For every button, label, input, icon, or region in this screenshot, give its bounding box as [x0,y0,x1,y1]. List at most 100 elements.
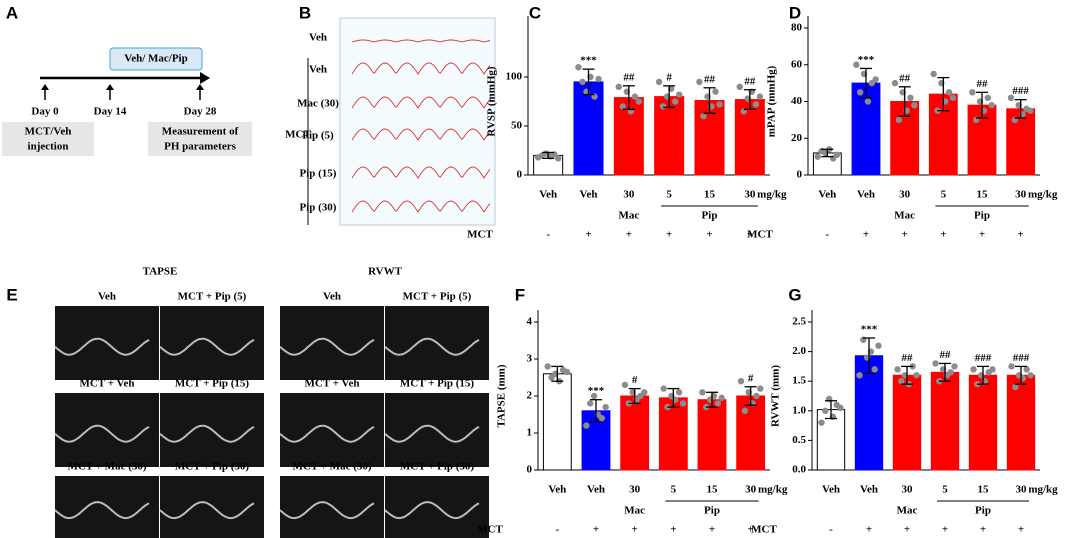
condition-value: + [980,524,986,536]
data-point [814,153,821,160]
y-tick-label: 2.5 [792,316,806,328]
data-point [837,404,844,412]
data-point [716,101,723,108]
echo-wave [54,501,150,520]
echo-wave [279,501,375,520]
x-tick-label: 30 [629,484,641,496]
unit-label: mg/kg [757,189,787,201]
condition-value: + [1018,524,1024,536]
data-point [1012,383,1019,391]
echo-wave [384,337,480,356]
pressure-trace [351,96,491,109]
x-tick-label: 5 [942,484,948,496]
data-point [945,89,953,96]
timeline-arrow [200,72,210,84]
panel-label: B [299,3,311,22]
bar [1006,374,1036,471]
day-arrowhead [196,84,204,90]
data-point [714,400,721,407]
y-axis-label: TAPSE (mm) [496,364,508,427]
pressure-trace [351,39,491,43]
x-tick-label: Veh [587,484,605,496]
group-label: Mac [894,210,915,222]
data-point [911,101,918,109]
condition-value: + [593,524,599,536]
data-point [951,363,958,370]
x-tick-label: Veh [822,484,840,496]
box [148,122,252,156]
significance: ### [1012,85,1029,97]
data-point [1008,363,1015,370]
data-point [949,94,957,102]
cell-label: MCT + Veh [305,378,360,390]
significance: ## [902,352,914,364]
data-point [712,88,719,95]
echo-wave [279,337,375,356]
cell-label: MCT + Pip (30) [400,461,475,473]
cell-label: Veh [323,291,341,303]
data-point [631,93,639,100]
y-tick-label: 4 [527,316,533,328]
x-tick-label: Veh [860,484,878,496]
echo-wave [54,424,150,443]
significance: ### [975,352,992,364]
data-point [898,378,905,385]
day-label: Day 28 [184,106,217,118]
x-tick-label: 30 [899,189,911,201]
x-tick-label: 30 [623,189,635,201]
panel-label: C [529,3,541,22]
data-point [598,415,605,422]
cell-label: MCT + Pip (5) [178,291,247,303]
box-text: MCT/Veh [25,126,72,138]
data-point [741,407,749,414]
y-tick-label: 0.0 [792,464,806,476]
data-point [970,366,977,373]
unit-label: mg/kg [1028,484,1058,496]
condition-value: + [942,524,948,536]
condition-label: MCT [477,524,503,536]
treatment-label: Veh/ Mac/Pip [124,53,187,65]
y-tick-label: 3 [527,353,533,365]
cell-label: MCT + Veh [80,378,135,390]
x-tick-label: Veh [580,189,598,201]
bar [613,97,644,176]
echo-wave [384,501,480,520]
significance: ## [704,73,716,85]
data-point [989,366,996,373]
data-point [875,342,882,349]
day-label: Day 14 [94,106,127,118]
significance: # [748,372,754,384]
data-point [641,389,648,396]
data-point [672,98,679,105]
y-tick-label: 1.5 [792,375,806,387]
bar [892,374,922,471]
condition-value: + [747,229,753,241]
cell-label: MCT + Mac (30) [292,461,371,473]
echo-wave [159,501,255,520]
condition-label: MCT [751,524,777,536]
x-tick-label: 15 [707,484,719,496]
condition-label: MCT [467,229,493,241]
condition-label: MCT [747,229,773,241]
y-tick-label: 1.0 [792,404,806,416]
data-point [595,75,602,83]
data-point [679,400,687,407]
pressure-trace [351,166,491,179]
x-tick-label: 15 [978,484,990,496]
echo-wave [159,337,255,356]
cell-label: MCT + Pip (30) [175,461,250,473]
data-point [818,419,825,426]
data-point [696,78,703,86]
condition-value: + [904,524,910,536]
significance: ## [744,75,756,87]
row-label: Mac (30) [297,98,339,110]
data-point [675,389,683,396]
data-point [1007,94,1015,102]
group-label: Pip [704,505,720,517]
y-tick-label: 50 [511,120,523,132]
y-axis-label: RVSP (mmHg) [486,66,498,137]
bar [854,355,884,471]
data-point [984,94,991,102]
x-tick-label: Veh [857,189,875,201]
